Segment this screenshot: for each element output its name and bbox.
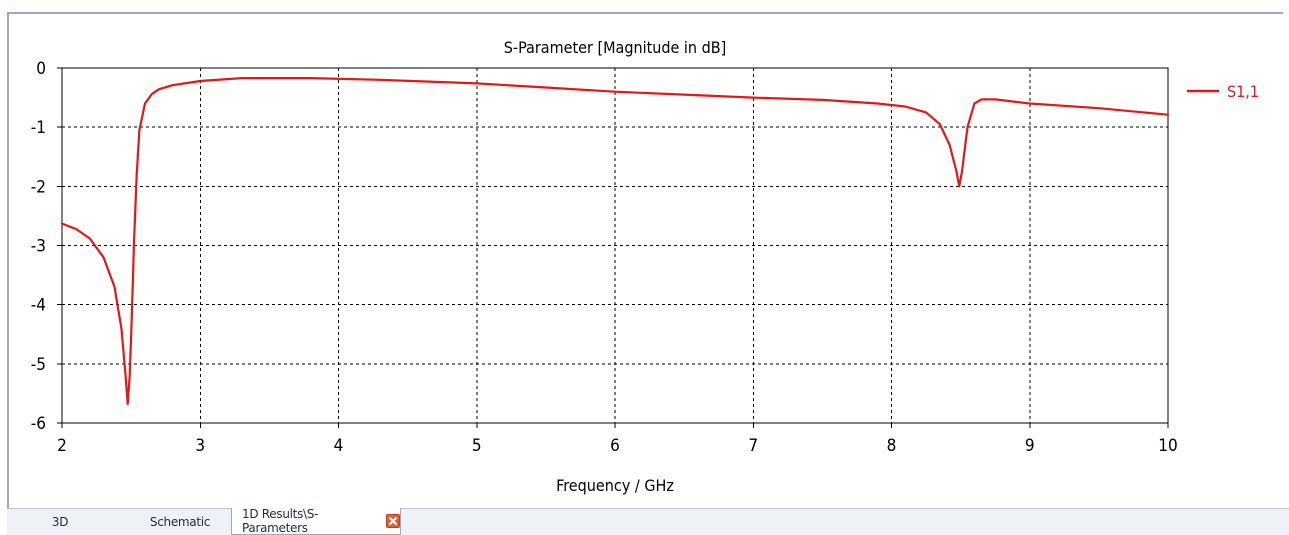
- y-tick-label: -6: [31, 414, 46, 434]
- x-tick-label: 4: [334, 436, 344, 456]
- legend-label-s11: S1,1: [1227, 82, 1259, 101]
- s-parameter-chart[interactable]: 2 3 4 5 6 7 8 9 10 0 -1 -2 -3 -4 -5 -6 S-Parameter [Magn…: [9, 14, 1283, 508]
- y-tick-label: 0: [36, 59, 46, 79]
- close-icon[interactable]: [386, 514, 400, 528]
- y-tick-label: -1: [31, 118, 46, 138]
- x-tick-label: 9: [1025, 436, 1035, 456]
- x-tick-label: 5: [472, 436, 482, 456]
- x-tick-label: 3: [195, 436, 205, 456]
- y-tick-label: -3: [31, 237, 46, 257]
- series-line-s11: [60, 77, 1170, 406]
- tab-3d-label: 3D: [51, 515, 69, 529]
- tab-schematic-label: Schematic: [149, 515, 211, 529]
- x-tick-label: 6: [610, 436, 620, 456]
- x-tick-label: 8: [887, 436, 897, 456]
- chart-title: S-Parameter [Magnitude in dB]: [504, 38, 727, 57]
- tab-bar: 3D Schematic 1D Results\S-Parameters: [7, 507, 1289, 535]
- y-tick-label: -5: [31, 355, 46, 375]
- tab-s-parameters[interactable]: 1D Results\S-Parameters: [231, 507, 401, 535]
- tab-s-parameters-label: 1D Results\S-Parameters: [242, 507, 319, 535]
- x-tick-label: 2: [57, 436, 67, 456]
- tab-schematic[interactable]: Schematic: [135, 509, 225, 535]
- tab-3d[interactable]: 3D: [35, 509, 85, 535]
- x-tick-label: 7: [748, 436, 758, 456]
- y-tick-label: -2: [31, 177, 46, 197]
- x-axis-label: Frequency / GHz: [556, 476, 674, 495]
- plot-window: 2 3 4 5 6 7 8 9 10 0 -1 -2 -3 -4 -5 -6 S-Parameter [Magn…: [7, 12, 1283, 508]
- x-tick-label: 10: [1158, 436, 1177, 456]
- y-tick-label: -4: [31, 296, 46, 316]
